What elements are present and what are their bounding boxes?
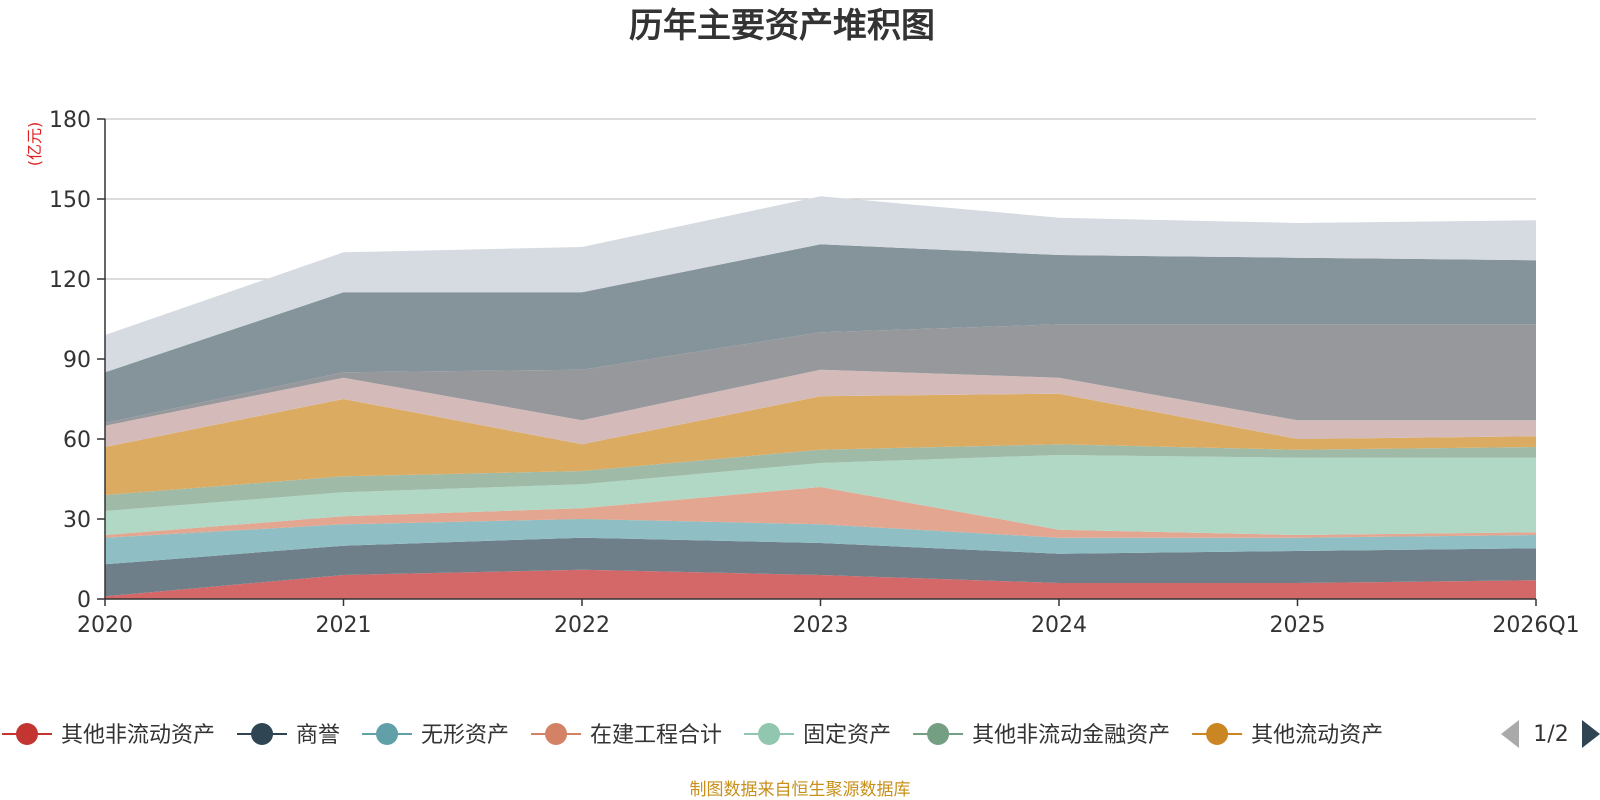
y-tick-label: 180 <box>49 108 91 133</box>
area-series-3[interactable] <box>105 519 1536 565</box>
y-axis-unit: (亿元) <box>25 122 44 167</box>
y-tick-label: 60 <box>63 428 91 453</box>
legend-page-indicator: 1/2 <box>1533 722 1568 747</box>
legend-label: 商誉 <box>296 723 340 748</box>
area-series-4[interactable] <box>105 487 1536 538</box>
y-tick-label: 0 <box>77 588 91 613</box>
x-axis-ticks: 2020 2021 2022 2023 2024 2025 2026Q1 <box>77 599 1580 638</box>
legend-dot-icon <box>1206 723 1229 745</box>
legend-dot-icon <box>545 723 568 745</box>
area-series <box>105 196 1536 599</box>
area-series-5[interactable] <box>105 455 1536 535</box>
legend-item[interactable]: 商誉 <box>237 723 340 748</box>
y-tick-label: 150 <box>49 188 91 213</box>
x-tick-label: 2023 <box>793 613 849 638</box>
legend-dot-icon <box>16 723 38 745</box>
area-series-1[interactable] <box>105 569 1536 599</box>
legend-label: 其他非流动金融资产 <box>972 723 1170 748</box>
legend-item[interactable]: 其他流动资产 <box>1192 723 1383 748</box>
legend-next-arrow-icon[interactable] <box>1582 720 1600 748</box>
legend-dot-icon <box>251 723 274 745</box>
x-tick-label: 2024 <box>1031 613 1087 638</box>
legend-pager: 1/2 <box>1501 720 1600 748</box>
legend-dot-icon <box>758 723 781 745</box>
legend-item[interactable]: 其他非流动资产 <box>2 723 215 748</box>
legend-label: 其他流动资产 <box>1251 723 1383 748</box>
legend-label: 固定资产 <box>803 723 891 748</box>
legend-prev-arrow-icon[interactable] <box>1501 720 1519 748</box>
legend-dot-icon <box>927 723 950 745</box>
legend-item[interactable]: 固定资产 <box>744 723 891 748</box>
x-tick-label: 2022 <box>554 613 610 638</box>
legend[interactable]: 其他非流动资产 商誉 无形资产 在建工程合计 固定资产 其他非流动金融资产 其他流动资产 <box>2 723 1383 748</box>
data-source-note: 制图数据来自恒生聚源数据库 <box>690 780 911 800</box>
legend-label: 在建工程合计 <box>590 723 722 748</box>
y-tick-label: 30 <box>63 508 91 533</box>
y-axis-ticks: 0 30 60 90 120 150 180 <box>49 108 105 613</box>
area-series-11[interactable] <box>105 196 1536 373</box>
area-series-9[interactable] <box>105 324 1536 426</box>
area-series-7[interactable] <box>105 393 1536 495</box>
x-tick-label: 2025 <box>1270 613 1326 638</box>
area-series-10[interactable] <box>105 244 1536 423</box>
legend-item[interactable]: 无形资产 <box>362 723 509 748</box>
legend-label: 其他非流动资产 <box>61 723 215 748</box>
x-tick-label: 2021 <box>316 613 372 638</box>
legend-label: 无形资产 <box>421 723 509 748</box>
area-series-8[interactable] <box>105 369 1536 447</box>
y-tick-label: 90 <box>63 348 91 373</box>
chart-title: 历年主要资产堆积图 <box>629 6 935 46</box>
legend-dot-icon <box>376 723 399 745</box>
area-series-6[interactable] <box>105 444 1536 511</box>
legend-item[interactable]: 其他非流动金融资产 <box>913 723 1170 748</box>
area-series-2[interactable] <box>105 537 1536 597</box>
x-tick-label: 2026Q1 <box>1492 613 1579 638</box>
legend-item[interactable]: 在建工程合计 <box>531 723 722 748</box>
y-tick-label: 120 <box>49 268 91 293</box>
x-tick-label: 2020 <box>77 613 133 638</box>
